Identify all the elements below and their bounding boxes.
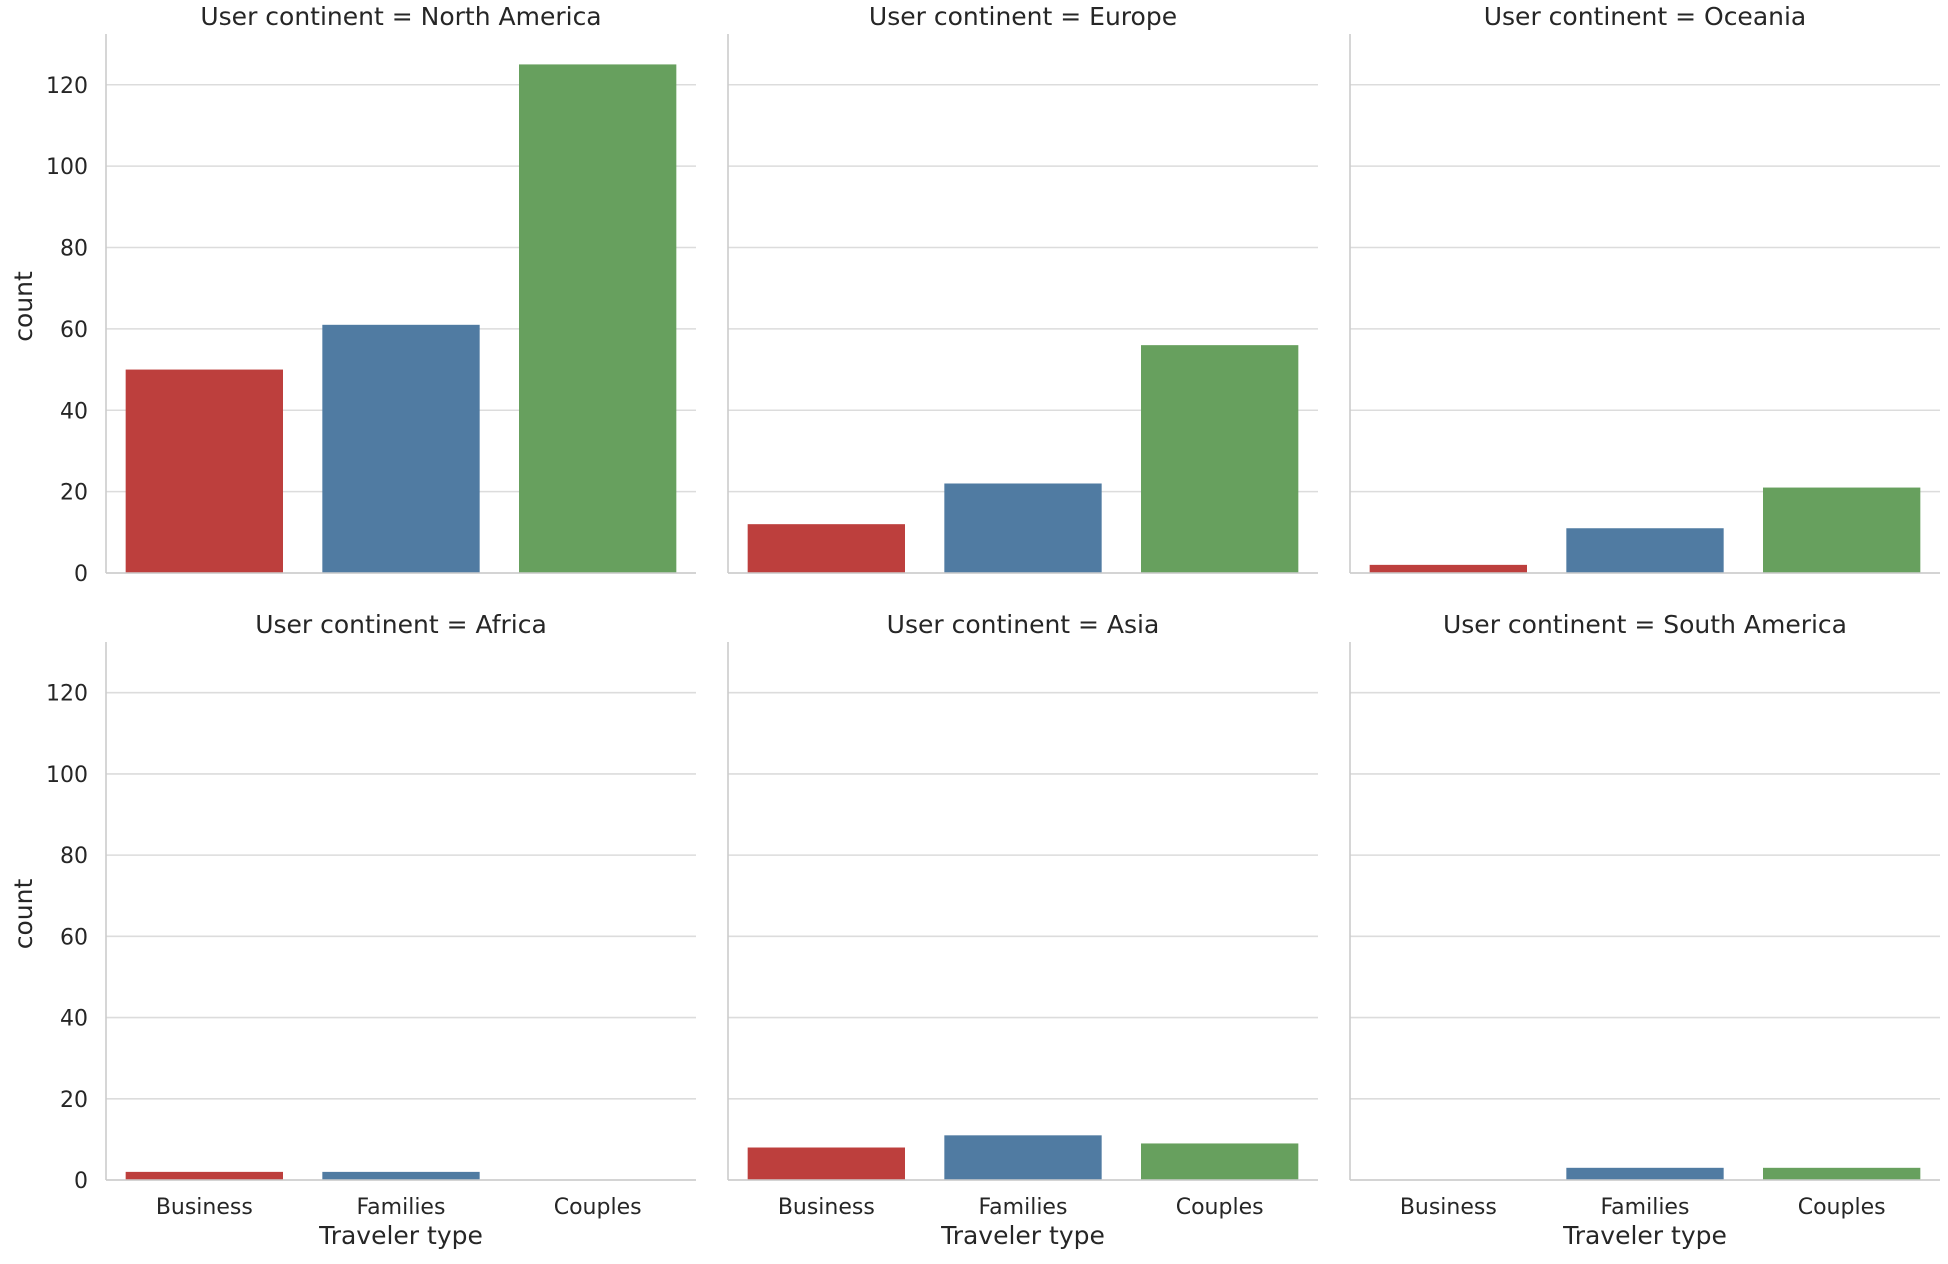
y-axis-label: count	[9, 879, 38, 950]
y-tick-label: 20	[60, 481, 88, 506]
bar-north-america-business	[125, 369, 284, 573]
y-tick-label: 80	[60, 237, 88, 262]
x-tick-label: Couples	[1798, 1195, 1886, 1220]
facet-oceania: User continent = Oceania	[1349, 2, 1940, 574]
y-tick-label: 120	[46, 74, 88, 99]
y-tick-label: 120	[46, 682, 88, 707]
x-axis-label: Traveler type	[318, 1221, 483, 1250]
facet-title: User continent = Europe	[869, 2, 1177, 31]
bar-africa-families	[322, 1171, 480, 1180]
facet-title: User continent = Oceania	[1484, 2, 1807, 31]
bar-asia-couples	[1141, 1143, 1299, 1180]
facet-title: User continent = North America	[200, 2, 601, 31]
bar-oceania-business	[1369, 564, 1527, 573]
x-tick-label: Couples	[554, 1195, 642, 1220]
bar-europe-families	[944, 483, 1102, 573]
bar-europe-business	[747, 524, 905, 573]
x-tick-label: Families	[357, 1195, 446, 1220]
y-tick-label: 60	[60, 318, 88, 343]
facet-south-america: User continent = South America Business Fa…	[1349, 610, 1940, 1250]
facet-africa: User continent = Africa 0 20 40 60 80 100 120 co…	[9, 610, 696, 1250]
y-tick-label: 60	[60, 925, 88, 950]
y-tick-label: 20	[60, 1088, 88, 1113]
bar-south-america-families	[1566, 1167, 1724, 1180]
x-tick-label: Couples	[1176, 1195, 1264, 1220]
x-tick-label: Business	[778, 1195, 875, 1220]
facet-asia: User continent = Asia Business Families Cou…	[727, 610, 1318, 1250]
y-tick-label: 0	[74, 562, 88, 587]
bar-asia-families	[944, 1135, 1102, 1180]
facet-north-america: User continent = North America 0 20 40 60 80 1…	[9, 2, 696, 587]
y-tick-label: 40	[60, 399, 88, 424]
facets-layer: User continent = North America 0 20 40 60 80 1…	[9, 2, 1940, 1250]
bar-oceania-families	[1566, 528, 1724, 573]
bar-oceania-couples	[1763, 487, 1921, 573]
facet-europe: User continent = Europe	[727, 2, 1318, 574]
x-axis-label: Traveler type	[1562, 1221, 1727, 1250]
x-tick-label: Families	[979, 1195, 1068, 1220]
bar-africa-business	[125, 1171, 284, 1180]
facet-title: User continent = Asia	[887, 610, 1160, 639]
x-tick-label: Business	[1400, 1195, 1497, 1220]
x-tick-label: Business	[156, 1195, 253, 1220]
y-tick-label: 0	[74, 1169, 88, 1194]
y-tick-label: 40	[60, 1007, 88, 1032]
facet-title: User continent = Africa	[255, 610, 547, 639]
y-axis-label: count	[9, 271, 38, 342]
x-axis-label: Traveler type	[940, 1221, 1105, 1250]
y-tick-label: 100	[46, 155, 88, 180]
bar-asia-business	[747, 1147, 905, 1180]
bar-europe-couples	[1141, 345, 1299, 573]
bar-north-america-couples	[519, 64, 677, 573]
y-tick-label: 100	[46, 763, 88, 788]
y-tick-label: 80	[60, 844, 88, 869]
bar-south-america-couples	[1763, 1167, 1921, 1180]
bar-north-america-families	[322, 324, 480, 573]
facet-title: User continent = South America	[1443, 610, 1847, 639]
x-tick-label: Families	[1601, 1195, 1690, 1220]
